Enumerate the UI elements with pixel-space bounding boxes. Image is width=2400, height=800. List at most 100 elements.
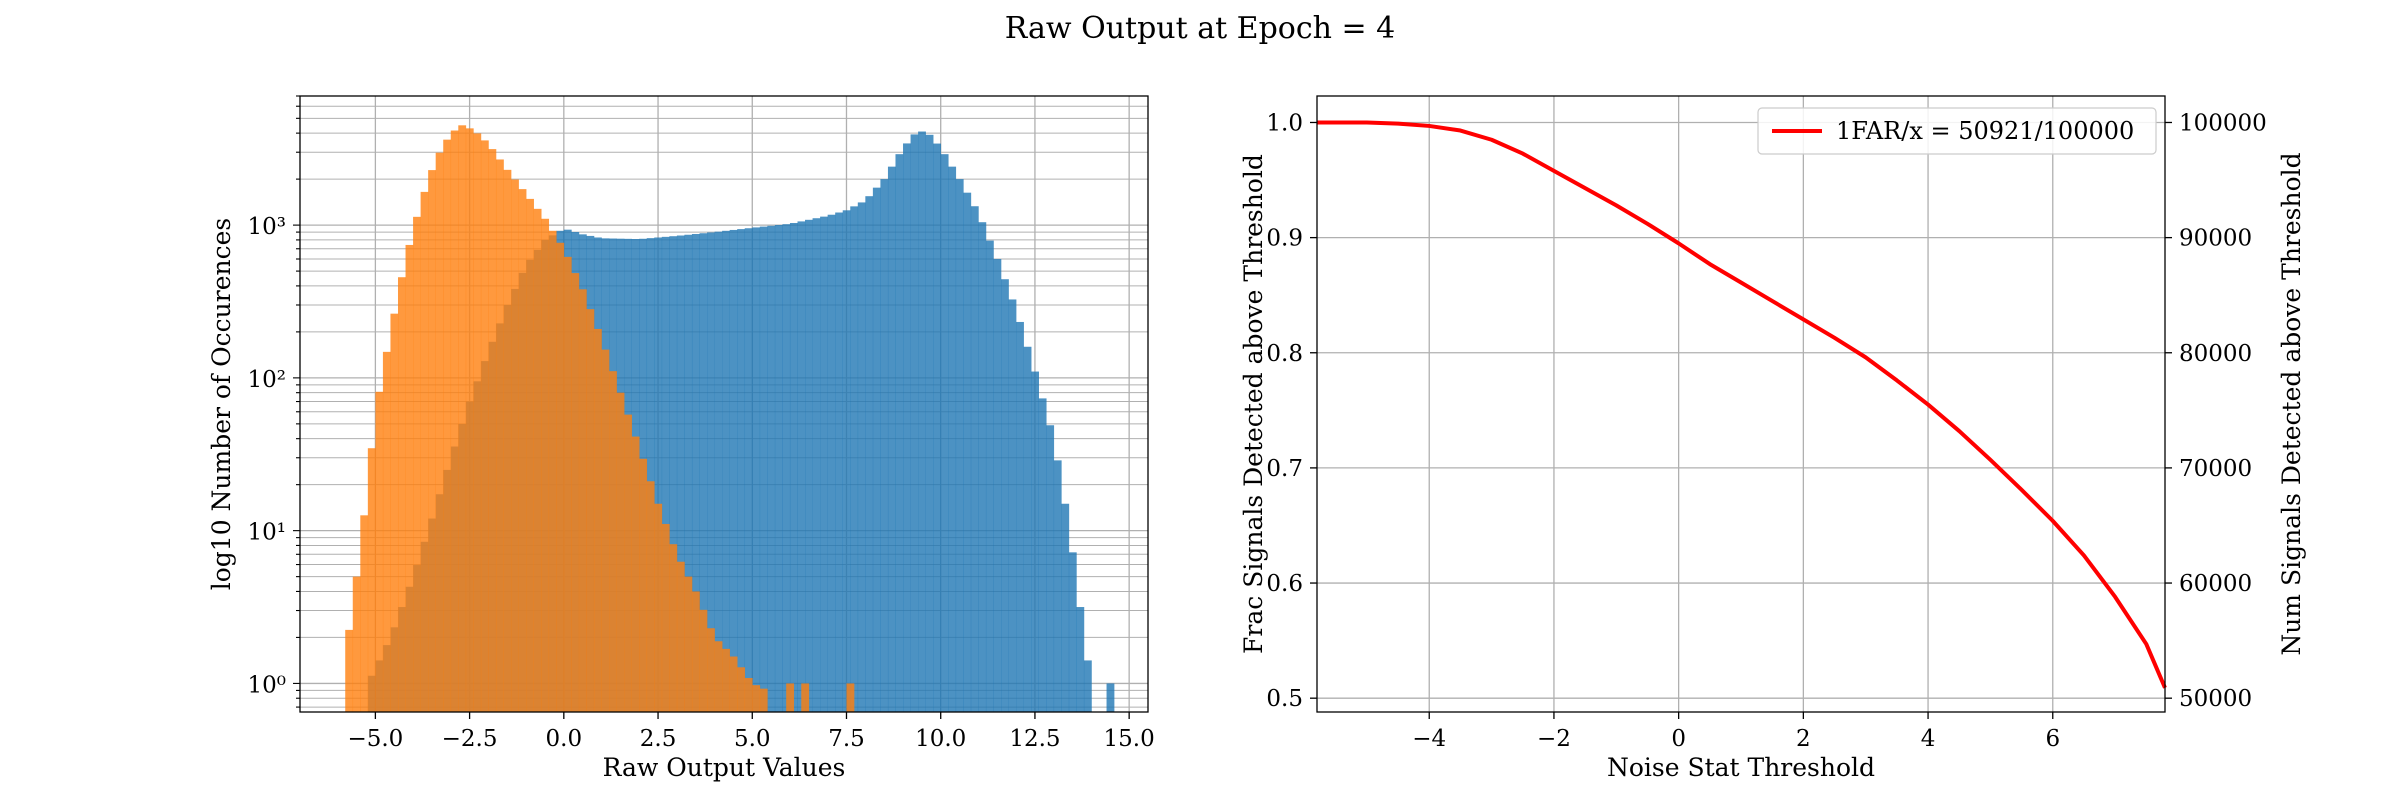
histogram-bar bbox=[1106, 683, 1115, 712]
histogram-bar bbox=[744, 228, 753, 712]
histogram-bar bbox=[767, 225, 776, 712]
histogram-bar bbox=[563, 256, 572, 712]
histogram-bar bbox=[578, 289, 587, 712]
histogram-bar bbox=[1031, 371, 1040, 712]
histogram-bar bbox=[495, 159, 504, 713]
histogram-bar bbox=[880, 179, 889, 713]
right-y-tick-label: 80000 bbox=[2179, 341, 2252, 367]
histogram-bar bbox=[850, 206, 859, 712]
histogram-bar bbox=[1083, 660, 1092, 712]
histogram-y-axis-label: log10 Number of Occurences bbox=[207, 218, 236, 591]
histogram-bar bbox=[1008, 299, 1017, 712]
histogram-bar bbox=[872, 187, 881, 712]
y-tick-label: 0.9 bbox=[1266, 226, 1303, 252]
x-tick-label: 6 bbox=[2045, 726, 2060, 752]
right-y-tick-label: 90000 bbox=[2179, 226, 2252, 252]
histogram-bars bbox=[345, 125, 1115, 713]
histogram-bar bbox=[1046, 425, 1055, 712]
histogram-bar bbox=[571, 273, 580, 712]
x-tick-label: −5.0 bbox=[347, 726, 403, 752]
right-y-tick-label: 60000 bbox=[2179, 571, 2252, 597]
histogram-bar bbox=[390, 313, 399, 712]
histogram-bar bbox=[450, 130, 459, 713]
x-tick-label: 0.0 bbox=[546, 726, 583, 752]
right-y-tick-label: 100000 bbox=[2179, 110, 2267, 136]
histogram-bar bbox=[661, 523, 670, 712]
right-y-tick-label: 70000 bbox=[2179, 456, 2252, 482]
histogram-bar bbox=[820, 216, 828, 712]
histogram-bar bbox=[722, 648, 730, 712]
histogram-bar bbox=[752, 685, 761, 712]
histogram-bar bbox=[925, 134, 934, 712]
x-tick-label: 10.0 bbox=[915, 726, 966, 752]
histogram-bar bbox=[842, 210, 851, 712]
threshold-line-chart: −4 −2 0 2 4 6 0.5 0.6 0.7 0.8 0.9 1.0 50000 60000 7000… bbox=[1239, 95, 2306, 782]
histogram-bar bbox=[601, 349, 610, 712]
histogram-bar bbox=[978, 222, 987, 712]
y-tick-label: 0.5 bbox=[1266, 686, 1303, 712]
histogram-bar bbox=[609, 371, 617, 712]
histogram-bar bbox=[480, 140, 489, 713]
histogram-bar bbox=[556, 242, 565, 712]
detection-fraction-line bbox=[1317, 120, 2167, 689]
y-tick-label: 10³ bbox=[248, 214, 287, 240]
histogram-bar bbox=[1053, 460, 1062, 712]
histogram-bar bbox=[737, 667, 746, 712]
histogram-bar bbox=[661, 236, 670, 712]
y-tick-label: 0.8 bbox=[1266, 341, 1303, 367]
histogram-bar bbox=[835, 212, 844, 712]
histogram-bar bbox=[865, 196, 874, 713]
histogram-bar bbox=[846, 683, 855, 712]
histogram-bar bbox=[375, 391, 384, 712]
histogram-bar bbox=[933, 143, 942, 712]
x-tick-label: 2.5 bbox=[640, 726, 677, 752]
histogram-bar bbox=[940, 154, 949, 712]
histogram-bar bbox=[789, 222, 798, 713]
histogram-bar bbox=[1068, 552, 1077, 712]
histogram-bar bbox=[684, 576, 693, 712]
histogram-bar bbox=[759, 688, 768, 712]
histogram-bar bbox=[691, 233, 700, 712]
histogram-bar bbox=[676, 235, 685, 713]
histogram-bar bbox=[714, 231, 723, 712]
histogram-bar bbox=[443, 139, 452, 713]
histogram-bar bbox=[895, 154, 904, 712]
histogram-bar bbox=[458, 125, 467, 712]
histogram-bar bbox=[699, 609, 708, 712]
histogram-bar bbox=[420, 191, 429, 712]
histogram-chart: −5.0 −2.5 0.0 2.5 5.0 7.5 10.0 12.5 15.0 10⁰ 10¹ 10… bbox=[207, 95, 1155, 782]
y-tick-label: 1.0 bbox=[1266, 110, 1303, 136]
y-tick-label: 10⁰ bbox=[248, 672, 287, 698]
histogram-bar bbox=[428, 170, 436, 712]
histogram-bar bbox=[352, 576, 361, 712]
histogram-bar bbox=[691, 591, 700, 712]
histogram-bar bbox=[797, 221, 806, 712]
histogram-bar bbox=[676, 561, 685, 712]
legend-label: 1FAR/x = 50921/100000 bbox=[1836, 117, 2134, 145]
histogram-bar bbox=[646, 238, 655, 712]
histogram-bar bbox=[1016, 321, 1024, 712]
histogram-bar bbox=[737, 229, 746, 713]
histogram-bar bbox=[707, 232, 715, 712]
x-tick-label: 5.0 bbox=[734, 726, 771, 752]
right-y-tick-label: 50000 bbox=[2179, 686, 2252, 712]
histogram-bar bbox=[993, 258, 1002, 712]
x-tick-label: 7.5 bbox=[828, 726, 865, 752]
histogram-bar bbox=[812, 218, 821, 712]
histogram-bar bbox=[759, 226, 768, 712]
histogram-bar bbox=[405, 244, 414, 712]
histogram-bar bbox=[684, 234, 693, 712]
histogram-bar bbox=[918, 131, 926, 713]
histogram-bar bbox=[729, 229, 738, 713]
histogram-bar bbox=[744, 678, 753, 712]
histogram-x-axis-label: Raw Output Values bbox=[603, 753, 846, 782]
histogram-bar bbox=[752, 227, 761, 713]
legend-box bbox=[1757, 107, 2157, 155]
histogram-bar bbox=[786, 683, 795, 712]
histogram-bar bbox=[887, 166, 896, 712]
histogram-series-2 bbox=[345, 125, 855, 713]
histogram-bar bbox=[465, 128, 474, 713]
histogram-bar bbox=[345, 629, 354, 712]
histogram-bar bbox=[646, 481, 655, 712]
